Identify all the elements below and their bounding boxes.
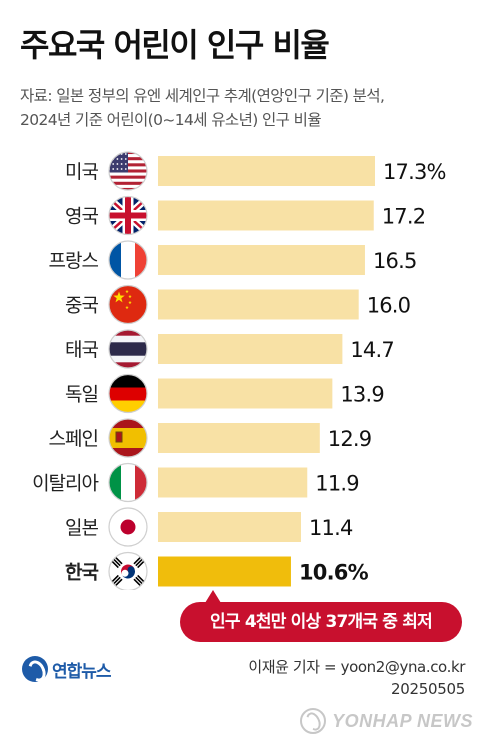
publish-date: 20250505 [391,680,465,698]
yonhap-logo-text: 연합뉴스 [52,661,112,682]
bar-1 [158,156,375,186]
category-label-9: 일본 [65,517,98,539]
bar-3 [158,245,365,275]
value-label-4: 16.0 [367,294,411,318]
subtitle-source: 자료: 일본 정부의 유엔 세계인구 추계(연앙인구 기준) 분석, [20,87,385,105]
yonhap-watermark: YONHAP NEWS [300,708,473,734]
us-flag-icon [108,151,148,191]
uk-flag-icon [108,195,148,236]
category-label-1: 미국 [65,161,98,183]
korea-flag-icon [108,551,148,590]
bar-8 [158,467,308,498]
china-flag-icon [108,284,148,325]
category-label-2: 영국 [65,206,98,228]
thailand-flag-icon [108,329,148,369]
value-label-8: 11.9 [315,472,359,496]
bar-chart: 미국 17.3% 영국 17.2 프랑스 16.5 중국 16.0 태국 14.7 독일 13.9 스페… [32,151,447,590]
italy-flag-icon [108,462,148,503]
callout-pointer [205,590,221,603]
japan-flag-icon [108,507,148,547]
value-label-10: 10.6% [299,561,369,585]
france-flag-icon [108,240,148,280]
germany-flag-icon [108,373,148,414]
value-label-6: 13.9 [340,383,384,407]
category-label-5: 태국 [65,339,98,361]
yonhap-logo: 연합뉴스 [22,656,112,682]
value-label-5: 14.7 [350,338,394,362]
reporter-credit: 이재윤 기자 = yoon2@yna.co.kr [248,658,465,676]
subtitle-description: 2024년 기준 어린이(0~14세 유소년) 인구 비율 [20,111,322,129]
value-label-7: 12.9 [328,427,372,451]
bar-5 [158,334,343,364]
bar-9 [158,512,301,542]
value-label-2: 17.2 [382,205,426,229]
value-label-1: 17.3% [383,160,446,184]
category-label-7: 스페인 [49,428,98,450]
bar-6 [158,378,333,409]
spain-flag-icon [108,418,148,458]
category-label-3: 프랑스 [49,250,99,272]
bar-2 [158,200,374,231]
bar-4 [158,289,359,320]
yonhap-logo-icon [22,656,48,682]
value-label-3: 16.5 [373,249,417,273]
category-label-8: 이탈리아 [32,473,98,495]
watermark-text: YONHAP NEWS [332,710,473,731]
category-label-6: 독일 [65,384,98,406]
chart-title: 주요국 어린이 인구 비율 [20,26,330,64]
watermark-icon [300,708,327,734]
value-label-9: 11.4 [309,516,353,540]
category-label-4: 중국 [65,295,98,317]
bar-7 [158,423,320,453]
category-label-10: 한국 [65,562,98,584]
callout-banner: 인구 4천만 이상 37개국 중 최저 [180,602,462,642]
bar-10 [158,556,291,587]
